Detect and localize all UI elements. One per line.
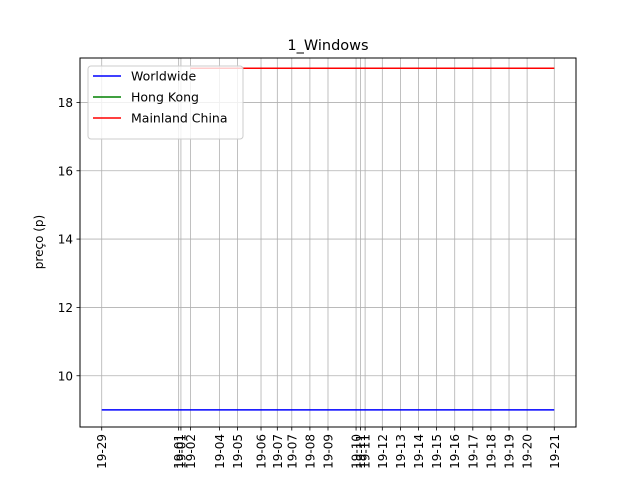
y-tick-label: 10 bbox=[58, 369, 73, 383]
chart-title: 1_Windows bbox=[287, 38, 368, 54]
x-tick-label: 19-29 bbox=[95, 434, 109, 469]
x-tick-label: 19-09 bbox=[322, 434, 336, 469]
legend-label: Mainland China bbox=[131, 111, 228, 126]
y-tick-label: 14 bbox=[58, 233, 73, 247]
x-tick-label: 19-14 bbox=[412, 434, 426, 469]
x-tick-label: 19-18 bbox=[484, 434, 498, 469]
x-tick-label: 19-06 bbox=[255, 434, 269, 469]
series-layer bbox=[101, 67, 555, 411]
x-tick-label: 19-11 bbox=[359, 434, 373, 469]
x-tick-label: 19-16 bbox=[448, 434, 462, 469]
legend-label: Hong Kong bbox=[131, 90, 199, 105]
legend: Worldwide Hong Kong Mainland China bbox=[87, 65, 244, 140]
x-tick-label: 19-04 bbox=[213, 434, 227, 469]
x-tick-label: 19-07 bbox=[285, 434, 299, 469]
legend-label: Worldwide bbox=[131, 69, 196, 84]
y-axis-label: preço (p) bbox=[32, 215, 46, 269]
x-tick-label: 19-20 bbox=[521, 434, 535, 469]
x-tick-label: 19-11 bbox=[354, 434, 368, 469]
y-axis: 10 12 14 16 18 bbox=[58, 96, 80, 383]
x-tick-label: 19-17 bbox=[466, 434, 480, 469]
x-tick-label: 19-02 bbox=[184, 434, 198, 469]
x-tick-label: 19-07 bbox=[271, 434, 285, 469]
x-tick-label: 19-05 bbox=[231, 434, 245, 469]
x-tick-label: 19-01 bbox=[172, 434, 186, 469]
x-tick-label: 19-12 bbox=[376, 434, 390, 469]
legend-box bbox=[87, 65, 244, 140]
x-tick-label: 19-21 bbox=[548, 434, 562, 469]
x-tick-label: 19-10 bbox=[350, 434, 364, 469]
x-tick-label: 19-13 bbox=[394, 434, 408, 469]
y-tick-label: 16 bbox=[58, 164, 73, 178]
y-tick-label: 12 bbox=[58, 301, 73, 315]
x-tick-label: 19-01 bbox=[174, 434, 188, 469]
x-tick-label: 19-08 bbox=[303, 434, 317, 469]
y-tick-label: 18 bbox=[58, 96, 73, 110]
x-tick-label: 19-19 bbox=[503, 434, 517, 469]
x-tick-label: 19-15 bbox=[430, 434, 444, 469]
